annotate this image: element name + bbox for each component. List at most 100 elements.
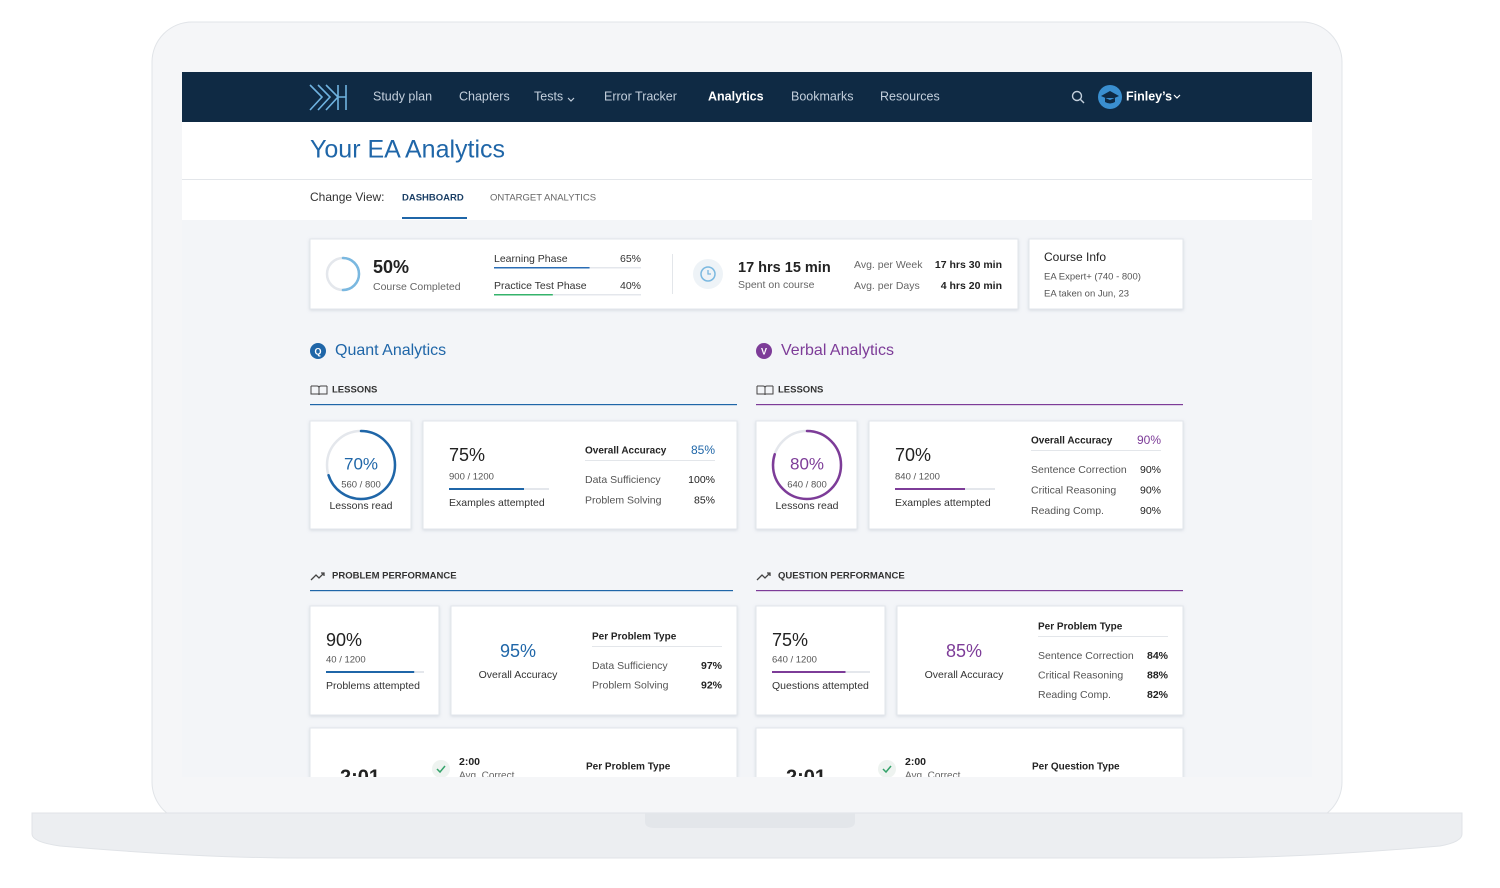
time-value: 2:01 <box>340 766 380 788</box>
dropdown-chevron <box>1173 94 1181 99</box>
phase-value: 65% <box>620 253 641 265</box>
nav-link[interactable]: Chapters <box>459 89 510 103</box>
ring-caption: Lessons read <box>329 500 392 512</box>
nav-link[interactable]: Tests <box>534 89 563 103</box>
nav-link[interactable]: Error Tracker <box>604 89 677 103</box>
heading-rule <box>310 404 737 406</box>
nav-link[interactable]: Resources <box>880 89 940 103</box>
heading-rule <box>310 590 733 592</box>
nav-link[interactable]: Bookmarks <box>791 89 854 103</box>
accuracy-value: 90% <box>1137 433 1161 447</box>
section-title: Verbal Analytics <box>781 342 894 359</box>
divider <box>592 646 722 647</box>
badge-letter: V <box>761 346 767 356</box>
row-value: 84% <box>1147 650 1169 662</box>
logo <box>309 84 347 111</box>
nav-bar <box>182 72 1312 122</box>
row-label: Reading Comp. <box>1031 505 1104 517</box>
card <box>309 605 440 716</box>
trend-icon <box>310 572 325 581</box>
divider <box>585 460 715 461</box>
screen: Study plan Chapters Tests Error Tracker Anal… <box>182 72 1312 788</box>
stat-caption: Spent on course <box>738 279 815 291</box>
row-label: Critical Reasoning <box>1038 669 1123 681</box>
stat-count: 840 / 1200 <box>895 472 940 483</box>
bar-fill <box>326 671 415 673</box>
avg-label: Avg. per Week <box>854 259 923 271</box>
card <box>868 420 1184 530</box>
stat-caption: Overall Accuracy <box>925 669 1005 681</box>
bar-fill <box>772 671 846 673</box>
phase-name: Learning Phase <box>494 253 568 265</box>
time-avg: 2:00 <box>905 756 926 768</box>
trend-icon <box>756 572 771 581</box>
tab-underline <box>402 217 467 219</box>
bar-track <box>494 294 641 296</box>
bar-fill <box>494 294 553 296</box>
row-value: 100% <box>688 474 715 486</box>
stat-count: 900 / 1200 <box>449 472 494 483</box>
check-bg <box>878 760 896 777</box>
accuracy-big: 95% <box>500 641 536 661</box>
card <box>1028 238 1184 310</box>
stat-value: 70% <box>895 445 931 465</box>
card <box>755 727 1184 777</box>
divider <box>672 254 673 294</box>
check-icon <box>436 765 446 774</box>
ring-caption: Lessons read <box>775 500 838 512</box>
book-icon <box>310 385 328 395</box>
table-title: Per Problem Type <box>1038 622 1123 633</box>
nav-link[interactable]: Analytics <box>708 89 764 103</box>
ring-value: 80% <box>790 454 824 473</box>
subheading: PROBLEM PERFORMANCE <box>332 571 457 582</box>
card <box>422 420 738 530</box>
avg-value: 17 hrs 30 min <box>935 259 1002 271</box>
row-label: Data Sufficiency <box>585 474 661 486</box>
bar-fill <box>449 488 524 490</box>
time-caption: Avg. Correct <box>459 771 515 782</box>
page-title: Your EA Analytics <box>310 136 505 164</box>
badge-letter: Q <box>314 346 321 356</box>
divider <box>1038 636 1168 637</box>
laptop-notch <box>645 813 855 828</box>
user-menu[interactable]: Finley’s <box>1126 89 1172 103</box>
header <box>182 122 1312 220</box>
card <box>309 238 1019 310</box>
row-value: 85% <box>694 494 715 506</box>
ring-count: 640 / 800 <box>787 480 827 491</box>
check-bg <box>432 760 450 777</box>
table-title: Overall Accuracy <box>585 446 667 457</box>
nav-link[interactable]: Study plan <box>373 89 432 103</box>
phase-name: Practice Test Phase <box>494 280 587 292</box>
search-icon[interactable] <box>1071 90 1083 102</box>
row-value: 90% <box>1140 464 1161 476</box>
dropdown-chevron <box>567 97 575 102</box>
label: Change View: <box>310 190 385 204</box>
stat-caption: Overall Accuracy <box>479 669 559 681</box>
row-label: Sentence Correction <box>1038 650 1134 662</box>
table-title: Per Problem Type <box>592 632 677 643</box>
book-icon <box>756 385 774 395</box>
divider <box>182 179 1312 180</box>
row-label: Sentence Correction <box>1031 464 1127 476</box>
row-label: Problem Solving <box>592 679 669 691</box>
section-title: Quant Analytics <box>335 342 446 359</box>
row-value: 97% <box>701 660 723 672</box>
accuracy-value: 85% <box>691 443 715 457</box>
row-value: 92% <box>701 679 723 691</box>
stat-value: 90% <box>326 630 362 650</box>
time-avg: 2:00 <box>459 756 480 768</box>
row-value: 90% <box>1140 505 1161 517</box>
card <box>309 727 738 777</box>
stat-count: 40 / 1200 <box>326 655 366 666</box>
divider <box>1031 450 1161 451</box>
stat-caption: Questions attempted <box>772 680 869 692</box>
tab[interactable]: ONTARGET ANALYTICS <box>490 193 596 204</box>
tab[interactable]: DASHBOARD <box>402 193 464 204</box>
stat-value: 75% <box>772 630 808 650</box>
row-value: 88% <box>1147 669 1169 681</box>
clock-icon <box>700 266 716 282</box>
stat-caption: Problems attempted <box>326 680 420 692</box>
table-title: Per Question Type <box>1032 762 1120 773</box>
card <box>896 605 1184 716</box>
